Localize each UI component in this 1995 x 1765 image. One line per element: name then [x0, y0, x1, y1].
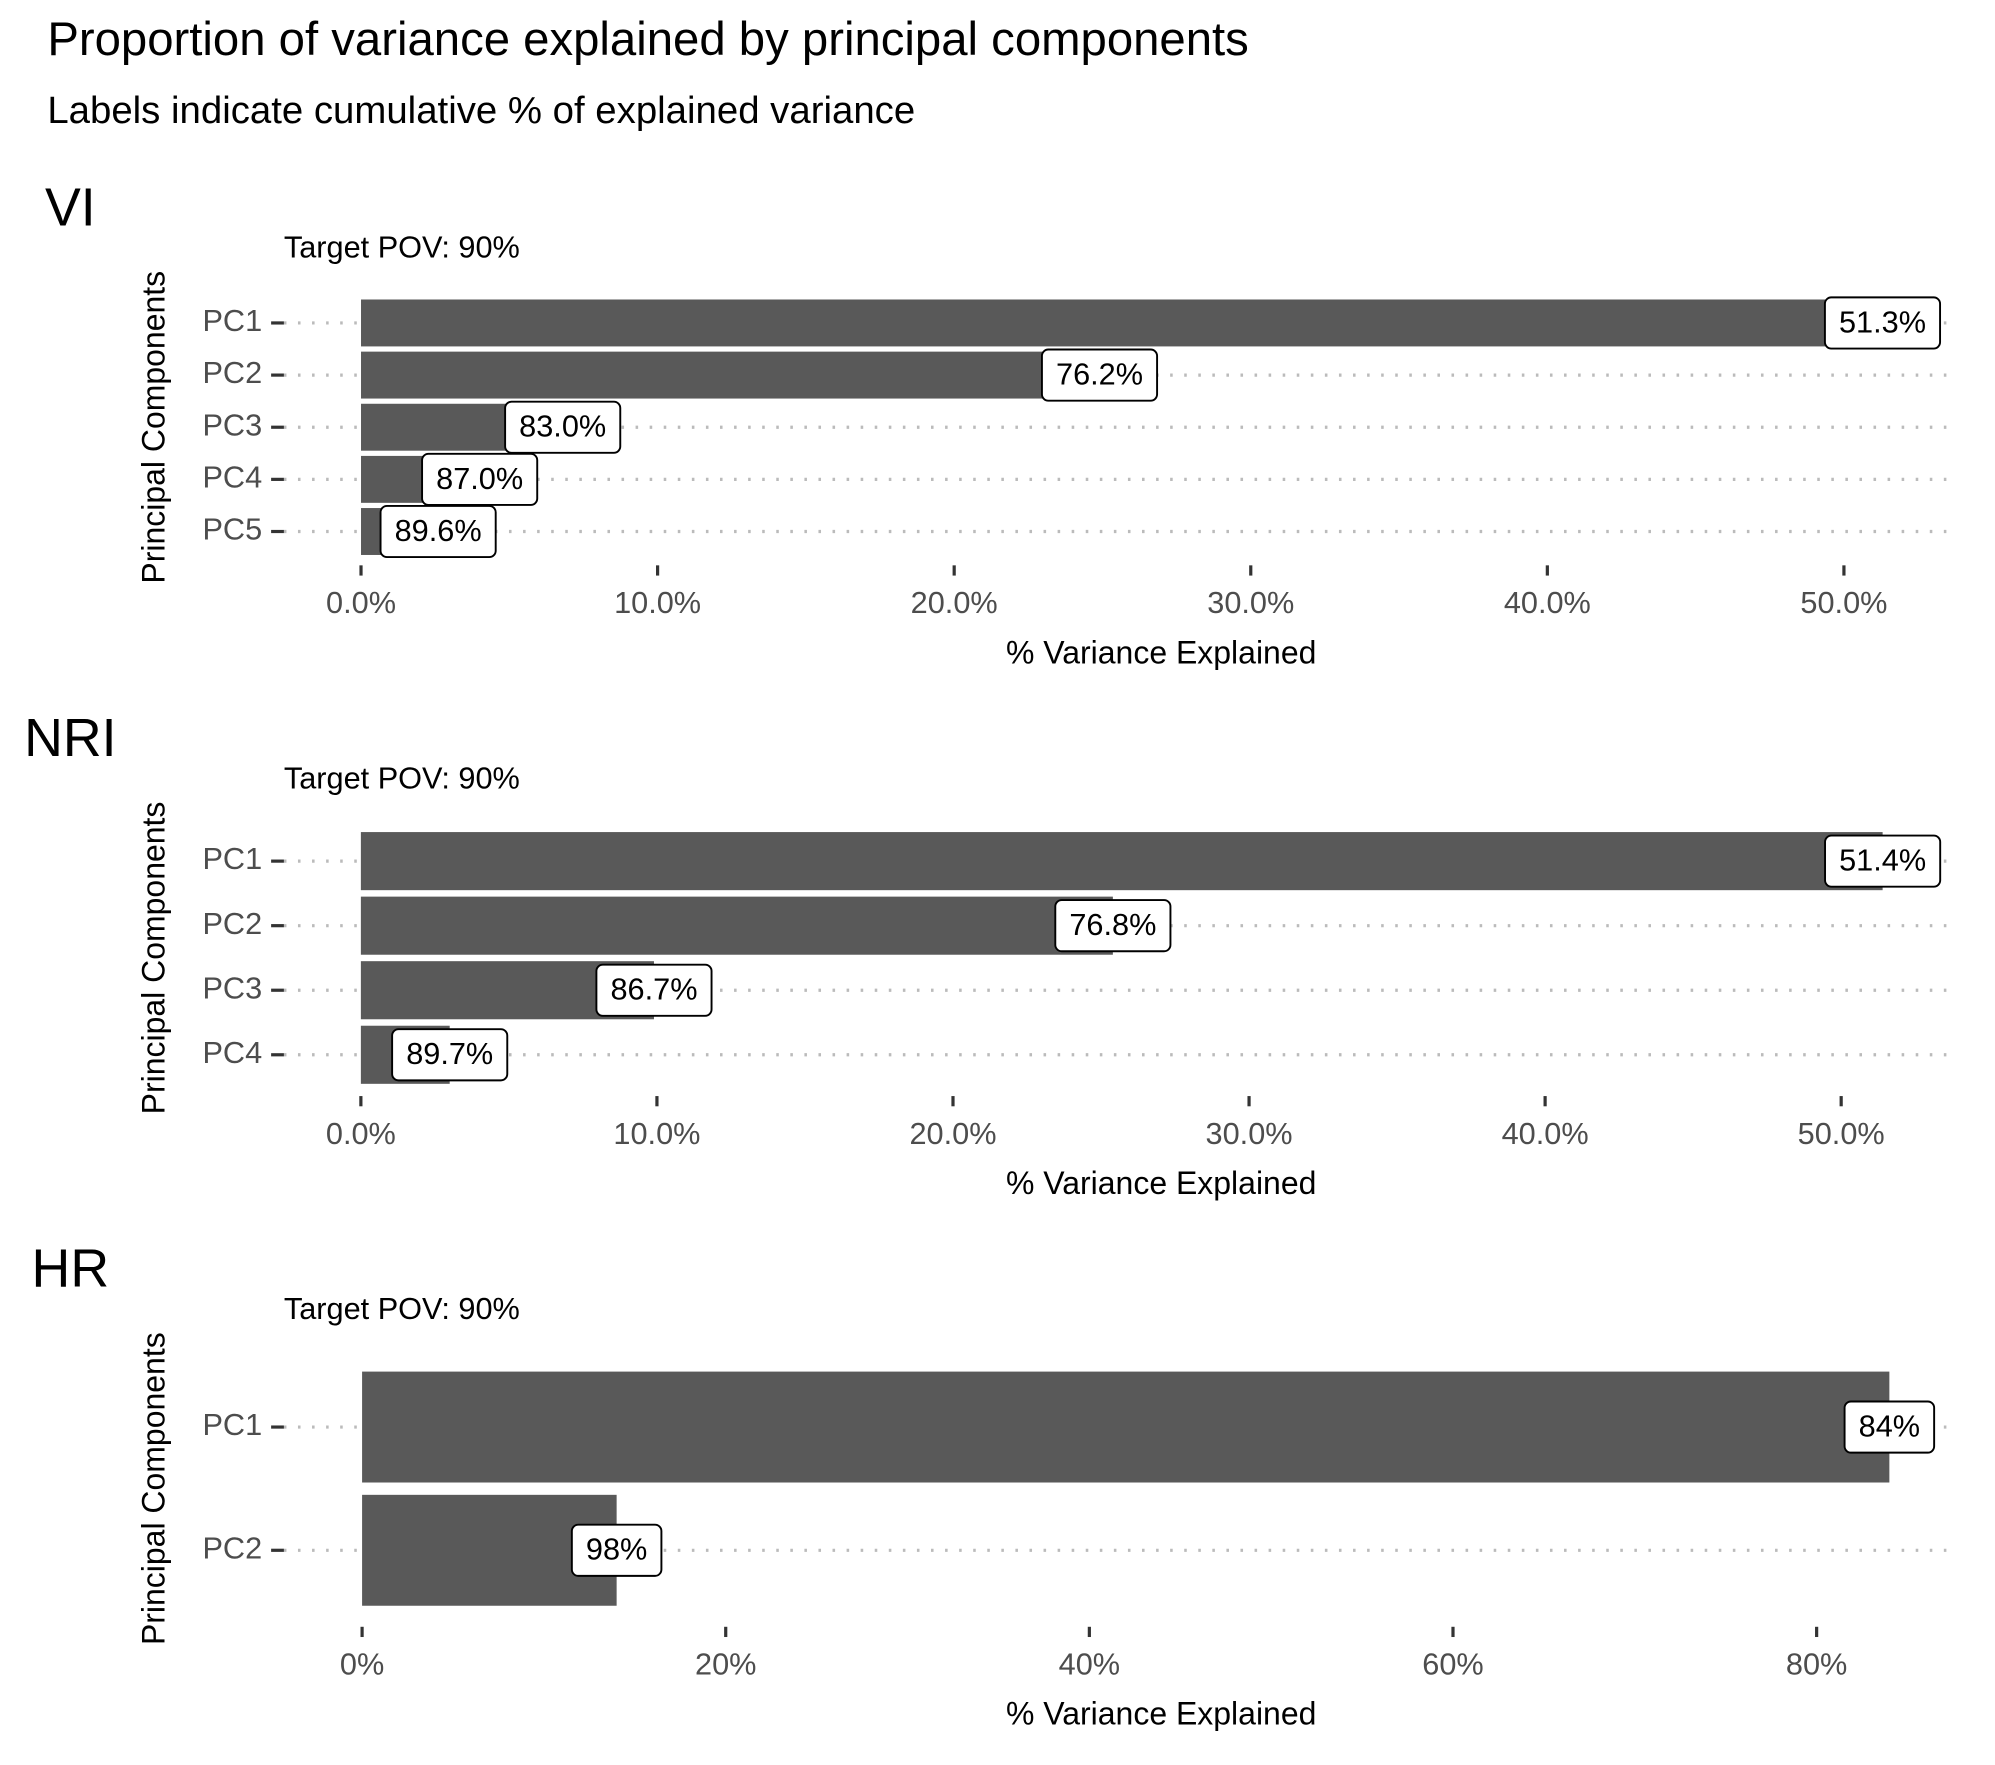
bar [361, 299, 1883, 347]
data-label-text: 76.8% [1069, 907, 1156, 942]
x-axis-title: % Variance Explained [1006, 1696, 1316, 1732]
data-label-box [1054, 899, 1172, 953]
bar [362, 1371, 1890, 1483]
page-subtitle: Labels indicate cumulative % of explaine… [47, 89, 915, 132]
x-tick-label: 80% [1786, 1647, 1847, 1682]
y-tick-label: PC1 [202, 841, 262, 876]
y-tick-label: PC4 [202, 1035, 262, 1070]
data-label-box [504, 400, 622, 454]
data-label-text: 87.0% [436, 461, 523, 496]
data-label: 87.0% [421, 452, 539, 506]
x-tick-label: 50.0% [1798, 1116, 1885, 1151]
x-tick-label: 50.0% [1800, 585, 1887, 620]
data-label-box [595, 963, 713, 1017]
data-label-box [570, 1523, 663, 1577]
data-label-box [1824, 834, 1942, 888]
y-tick-label: PC3 [202, 407, 262, 442]
x-tick-label: 0.0% [326, 1116, 396, 1151]
data-label: 89.7% [391, 1028, 509, 1082]
y-axis-title: Principal Components [135, 271, 171, 584]
x-tick-label: 10.0% [614, 585, 701, 620]
annotation: Target POV: 90% [284, 230, 520, 265]
data-label-text: 98% [586, 1532, 647, 1567]
x-tick-label: 0.0% [326, 585, 396, 620]
data-label-text: 51.4% [1839, 843, 1926, 878]
x-axis-title: % Variance Explained [1006, 1165, 1316, 1201]
data-label-text: 51.3% [1839, 304, 1926, 339]
x-axis-title: % Variance Explained [1006, 634, 1316, 670]
page-title: Proportion of variance explained by prin… [47, 13, 1249, 66]
annotation: Target POV: 90% [284, 1291, 520, 1326]
y-axis-title: Principal Components [135, 802, 171, 1115]
data-label-box [391, 1028, 509, 1082]
bar [361, 351, 1100, 399]
x-tick-label: 40% [1059, 1647, 1120, 1682]
data-label: 76.8% [1054, 899, 1172, 953]
data-label-box [1040, 348, 1159, 402]
bar [360, 832, 1883, 891]
x-tick-label: 30.0% [1206, 1116, 1293, 1151]
data-label: 51.3% [1823, 296, 1942, 350]
data-label-text: 86.7% [610, 972, 697, 1007]
x-tick-label: 60% [1422, 1647, 1483, 1682]
data-label: 83.0% [504, 400, 622, 454]
data-label: 51.4% [1824, 834, 1942, 888]
data-label: 76.2% [1040, 348, 1159, 402]
y-tick-label: PC2 [202, 906, 262, 941]
x-tick-label: 0% [340, 1647, 384, 1682]
data-label-text: 83.0% [519, 409, 606, 444]
y-tick-label: PC1 [202, 1407, 262, 1442]
data-label: 98% [570, 1523, 663, 1577]
data-label-box [421, 452, 539, 506]
panel-title: NRI [24, 708, 116, 768]
x-tick-label: 40.0% [1504, 585, 1591, 620]
data-label-text: 89.7% [406, 1036, 493, 1071]
bar [360, 896, 1113, 955]
data-label-box [1843, 1400, 1936, 1454]
data-label: 89.6% [379, 504, 497, 559]
data-label-box [1823, 296, 1942, 350]
data-label-text: 84% [1859, 1408, 1920, 1443]
data-label: 84% [1843, 1400, 1936, 1454]
x-tick-label: 10.0% [613, 1116, 700, 1151]
y-tick-label: PC5 [202, 512, 262, 547]
y-tick-label: PC4 [202, 459, 262, 494]
data-label-text: 76.2% [1056, 356, 1143, 391]
y-tick-label: PC2 [202, 1530, 262, 1565]
annotation: Target POV: 90% [284, 760, 520, 795]
data-label: 86.7% [595, 963, 713, 1017]
data-label-text: 89.6% [395, 513, 482, 548]
x-tick-label: 30.0% [1207, 585, 1294, 620]
y-tick-label: PC1 [202, 303, 262, 338]
x-tick-label: 20.0% [909, 1116, 996, 1151]
x-tick-label: 20.0% [911, 585, 998, 620]
panel-title: HR [32, 1239, 110, 1299]
y-tick-label: PC3 [202, 970, 262, 1005]
data-label-box [379, 504, 497, 559]
y-axis-title: Principal Components [135, 1332, 171, 1645]
x-tick-label: 40.0% [1502, 1116, 1589, 1151]
y-tick-label: PC2 [202, 355, 262, 390]
panel-title: VI [45, 177, 96, 237]
x-tick-label: 20% [695, 1647, 756, 1682]
